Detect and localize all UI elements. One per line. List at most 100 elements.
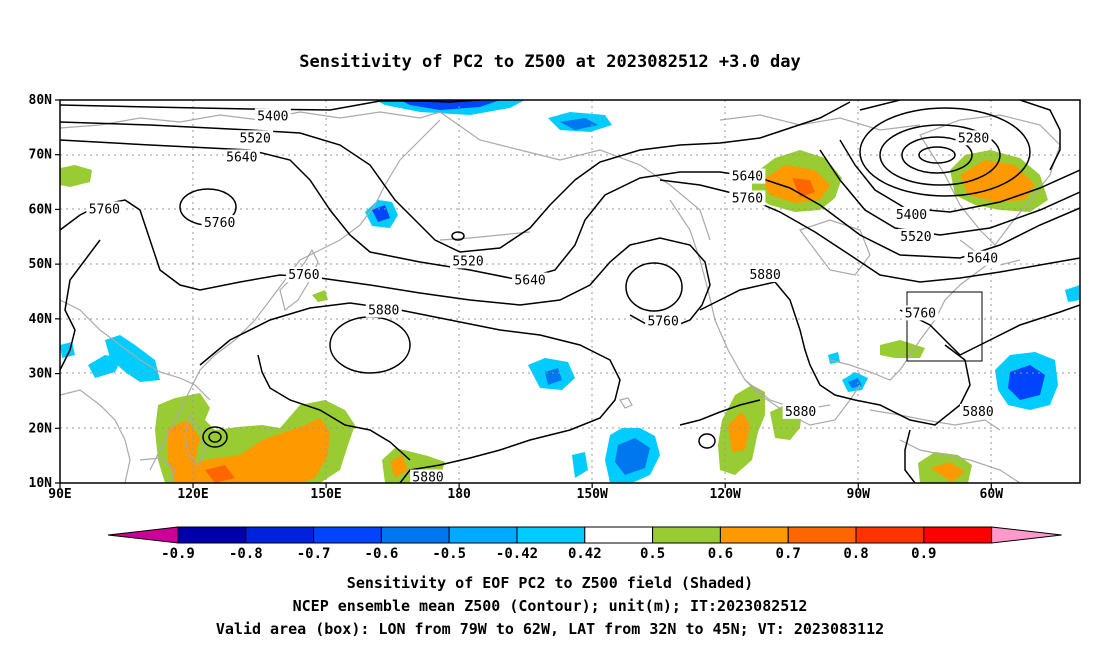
lat-tick-label: 50N <box>29 257 53 272</box>
shade-positive-box <box>880 340 925 358</box>
contour-label-bg <box>782 403 819 419</box>
coastline-south-america <box>899 439 1021 483</box>
colorbar: -0.9 -0.8 -0.7 -0.6 -0.5 -0.42 0.42 0.5 0.6 0.7 0.… <box>107 526 1062 562</box>
coastline-canada-arctic <box>719 114 921 131</box>
colorbar-swatch <box>177 526 247 544</box>
colorbar-swatch <box>652 526 721 544</box>
contour-5760-main <box>60 199 711 329</box>
contour-5880-west <box>60 239 101 371</box>
shade-negative-hawaii-core <box>615 438 650 475</box>
shade-negative-atlantic-core <box>1008 365 1045 400</box>
colorbar-label: -0.9 <box>161 546 195 562</box>
lat-tick-label: 80N <box>29 93 53 108</box>
contour-label: 5400 <box>257 109 288 124</box>
contour-5880-east <box>699 281 971 426</box>
contour-label: 5640 <box>226 150 257 165</box>
contour-5760-low-pacific <box>625 262 683 312</box>
contour-label: 5520 <box>452 254 483 269</box>
colorbar-swatch <box>719 526 789 544</box>
shade-negative-pacific-small <box>572 452 588 478</box>
map-frame <box>59 99 1081 484</box>
contour-5520-west <box>60 101 851 253</box>
shade-positive-canada-core-2 <box>792 178 815 197</box>
contour-5880-central <box>257 354 411 461</box>
sensitivity-shading <box>60 100 1080 483</box>
contour-label: 5760 <box>288 268 319 283</box>
z500-contours <box>60 100 1080 483</box>
map-panel: 5400 5520 5640 5760 5760 5520 5640 5760 5880 5760… <box>59 99 1081 486</box>
contour-labels: 5400 5520 5640 5760 5760 5520 5640 5760 5880 5760… <box>86 108 1001 486</box>
shade-positive-east-pacific-core <box>728 412 750 452</box>
colorbar-label: 0.6 <box>708 546 733 562</box>
contour-label-bg <box>960 403 996 419</box>
shade-positive-central-pacific-core <box>390 455 408 478</box>
lon-tick-label: 150W <box>577 487 608 502</box>
coastline-china <box>60 299 211 401</box>
contour-5880-small-west <box>202 426 228 448</box>
shade-positive-northwest-pacific-2 <box>168 418 330 483</box>
contour-label-bg <box>237 130 274 146</box>
lat-tick-label: 60N <box>29 202 53 217</box>
contour-label-bg <box>254 108 291 124</box>
shade-positive-greenland-core <box>960 160 1035 202</box>
contour-label: 5760 <box>647 315 678 330</box>
contour-label-bg <box>512 272 549 288</box>
contour-label-bg <box>893 206 930 222</box>
lon-tick-label: 120E <box>177 487 208 502</box>
contour-5400 <box>60 100 481 111</box>
caption-shaded: Sensitivity of EOF PC2 to Z500 field (Sh… <box>347 574 753 592</box>
contour-5880-small-inner <box>208 431 222 443</box>
colorbar-label: -0.8 <box>229 546 263 562</box>
contour-label-bg <box>86 201 123 217</box>
contour-label: 5280 <box>958 131 989 146</box>
contour-label: 5640 <box>967 252 998 267</box>
colorbar-swatch <box>923 526 993 544</box>
colorbar-label: -0.42 <box>496 546 538 562</box>
contour-5760-southeast <box>899 304 1080 356</box>
contour-label-bg <box>964 250 1001 266</box>
colorbar-label: 0.5 <box>640 546 665 562</box>
contour-5280-outer <box>859 100 1061 171</box>
figure-title: Sensitivity of PC2 to Z500 at 2023082512… <box>299 52 801 72</box>
lon-tick-label: 120W <box>710 487 741 502</box>
graticule <box>60 100 1080 483</box>
colorbar-swatch <box>245 526 315 544</box>
contour-label-bg <box>955 130 992 146</box>
shade-negative-arctic-core <box>400 100 500 110</box>
coastline-hudson <box>799 219 871 276</box>
valid-area-box <box>906 291 983 362</box>
shade-positive-atlantic-core <box>930 462 965 482</box>
shade-negative-china-2 <box>105 335 160 382</box>
contour-label-bg <box>201 215 238 231</box>
caption-contour: NCEP ensemble mean Z500 (Contour); unit(… <box>293 597 808 615</box>
lat-tick-label: 20N <box>29 421 53 436</box>
contour-label-bg <box>747 267 784 283</box>
colorbar-label: -0.7 <box>297 546 331 562</box>
coastline-greenland <box>919 114 1061 246</box>
coastline-borneo <box>139 457 176 483</box>
contour-label: 5760 <box>204 216 235 231</box>
contour-label-bg <box>902 305 939 321</box>
shade-positive-arctic-west <box>60 165 92 187</box>
contour-5280-inner <box>918 146 956 164</box>
lat-tick-label: 30N <box>29 367 53 382</box>
contour-label: 5640 <box>732 170 763 185</box>
contour-5880-small-pacific <box>698 433 716 449</box>
contour-label: 5760 <box>732 191 763 206</box>
shade-positive-northwest-pacific-3 <box>205 465 235 483</box>
shade-positive-japan <box>312 290 328 302</box>
shade-negative-east-edge <box>1065 285 1080 302</box>
contour-5880-pacific <box>199 302 621 483</box>
contour-label-bg <box>897 228 934 244</box>
contour-label: 5880 <box>749 268 780 283</box>
contour-label: 5760 <box>89 202 120 217</box>
caption-valid-area: Valid area (box): LON from 79W to 62W, L… <box>216 620 884 638</box>
lat-tick-label: 70N <box>29 148 53 163</box>
contour-label-bg <box>410 469 447 485</box>
coastline-alaska <box>439 111 711 241</box>
coastline-philippines <box>184 413 206 467</box>
contour-label: 5760 <box>905 306 936 321</box>
shade-negative-central-small <box>828 352 840 364</box>
coastline-asia-east <box>149 119 441 471</box>
